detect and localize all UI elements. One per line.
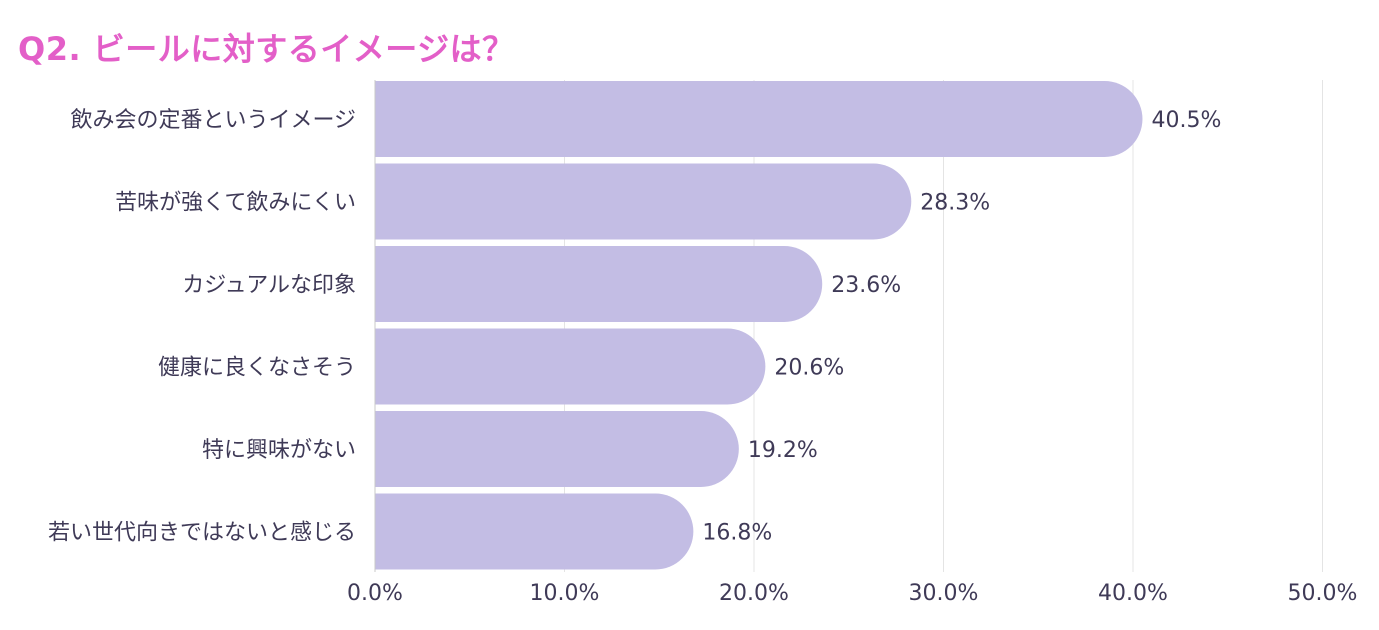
x-tick-label: 30.0% <box>909 581 979 606</box>
bar <box>375 411 739 487</box>
x-tick-label: 40.0% <box>1098 581 1168 606</box>
bar <box>375 328 766 405</box>
data-label: 40.5% <box>1151 108 1221 133</box>
x-tick-label: 20.0% <box>719 581 789 606</box>
chart-title: Q2. ビールに対するイメージは？ <box>18 30 515 68</box>
grid-lines <box>564 80 1323 572</box>
bar <box>375 163 912 240</box>
value-labels: 40.5% 28.3% 23.6% 20.6% 19.2% 16.8% <box>702 108 1221 546</box>
x-tick-label: 0.0% <box>347 581 403 606</box>
category-label: 健康に良くなさそう <box>158 356 356 381</box>
data-label: 23.6% <box>831 273 901 298</box>
bar <box>375 246 823 322</box>
data-label: 28.3% <box>920 191 990 216</box>
x-tick-labels: 0.0% 10.0% 20.0% 30.0% 40.0% 50.0% <box>347 581 1357 606</box>
category-label: カジュアルな印象 <box>182 273 356 298</box>
bar <box>375 493 694 570</box>
data-label: 16.8% <box>702 521 772 546</box>
category-label: 若い世代向きではないと感じる <box>48 521 356 546</box>
category-label: 特に興味がない <box>202 438 356 463</box>
data-label: 20.6% <box>774 356 844 381</box>
x-tick-label: 10.0% <box>530 581 600 606</box>
data-label: 19.2% <box>748 438 818 463</box>
x-tick-label: 50.0% <box>1288 581 1358 606</box>
category-label: 苦味が強くて飲みにくい <box>115 191 356 216</box>
category-label: 飲み会の定番というイメージ <box>70 108 356 133</box>
bar <box>375 81 1143 157</box>
bars <box>375 81 1143 570</box>
category-labels: 飲み会の定番というイメージ苦味が強くて飲みにくいカジュアルな印象健康に良くなさそ… <box>48 108 356 546</box>
